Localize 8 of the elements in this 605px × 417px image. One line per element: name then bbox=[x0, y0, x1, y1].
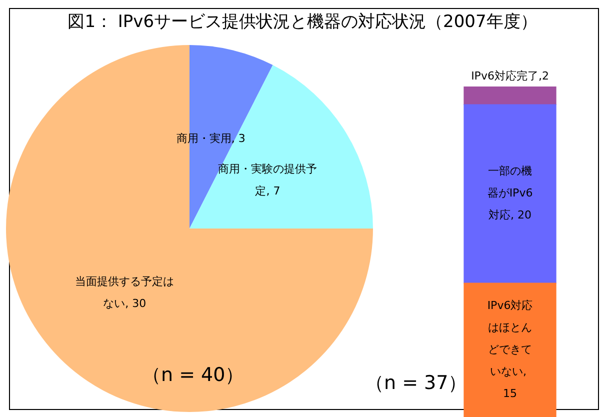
data-label: IPv6対応はほとんどできていない, 15 bbox=[487, 298, 533, 400]
data-label: 商用・実験の提供予定, 7 bbox=[218, 162, 318, 198]
data-label: IPv6対応完了,2 bbox=[471, 70, 549, 83]
data-label: 一部の機器がIPv6対応, 20 bbox=[487, 164, 533, 222]
chart-title: 図1： IPv6サービス提供状況と機器の対応状況（2007年度） bbox=[66, 11, 538, 33]
text: （n = 40） bbox=[142, 363, 244, 388]
data-label: 当面提供する予定はない, 30 bbox=[75, 275, 174, 310]
annotation: （n = 37） bbox=[365, 371, 468, 396]
